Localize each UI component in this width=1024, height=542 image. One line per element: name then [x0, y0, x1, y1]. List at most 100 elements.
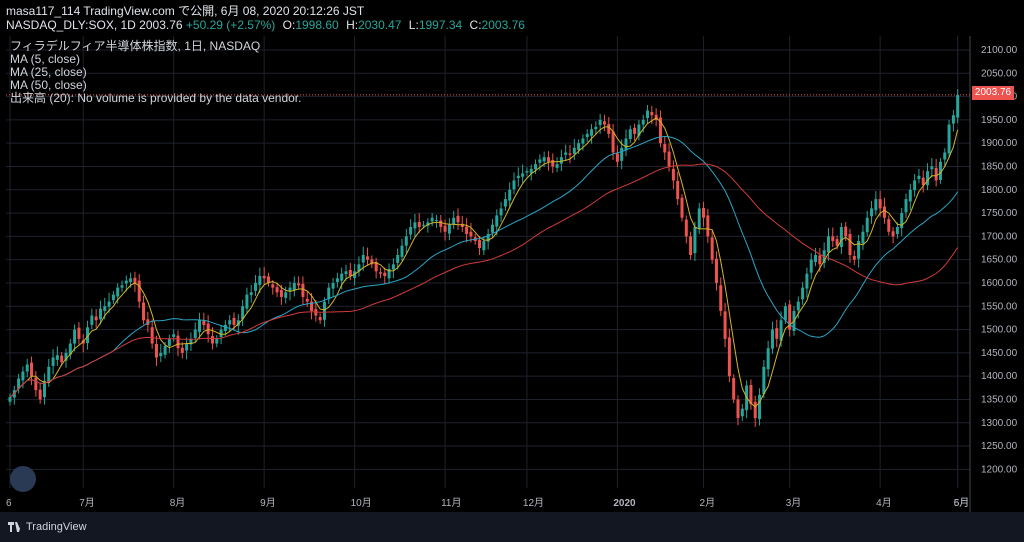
candle-body — [465, 226, 469, 235]
candle-body — [908, 189, 912, 202]
candle-body — [198, 320, 202, 332]
candle-body — [534, 164, 538, 170]
candle-body — [103, 306, 107, 311]
candle-body — [624, 138, 628, 151]
close-label: C: — [469, 18, 482, 32]
x-tick-label: 6月 — [954, 497, 970, 509]
candle-body — [650, 111, 654, 116]
candle-body — [848, 234, 852, 256]
candle-body — [732, 378, 736, 400]
y-tick-label: 1550.00 — [981, 301, 1018, 312]
chart-header: masa117_114 TradingView.com で公開, 6月 08, … — [0, 0, 1024, 36]
candle-body — [801, 287, 805, 300]
candle-body — [176, 335, 180, 349]
legend-title: フィラデルフィア半導体株指数, 1日, NASDAQ — [10, 39, 261, 53]
candle-body — [172, 334, 176, 338]
candle-body — [874, 199, 878, 211]
candle-body — [753, 401, 757, 419]
candle-body — [111, 294, 115, 301]
candle-body — [150, 327, 154, 344]
x-tick-label: 2020 — [613, 498, 636, 509]
candle-body — [374, 262, 378, 272]
candle-body — [585, 133, 589, 138]
candle-body — [245, 294, 249, 309]
candle-body — [189, 338, 193, 345]
candle-body — [577, 143, 581, 151]
candle-body — [796, 301, 800, 311]
candle-body — [42, 380, 46, 398]
candle-body — [279, 289, 283, 297]
candle-body — [258, 275, 262, 285]
legend-ma5[interactable]: MA (5, close) — [10, 52, 81, 66]
candle-body — [844, 226, 848, 237]
candle-body — [439, 220, 443, 228]
candle-body — [202, 320, 206, 325]
last-price-tag: 2003.76 — [972, 86, 1014, 100]
candle-body — [702, 207, 706, 218]
publish-info: masa117_114 TradingView.com で公開, 6月 08, … — [6, 4, 365, 18]
candle-body — [516, 175, 520, 179]
candle-body — [538, 159, 542, 163]
candle-body — [215, 338, 219, 344]
legend-ma25[interactable]: MA (25, close) — [10, 65, 87, 79]
candle-body — [163, 345, 167, 355]
x-tick-label: 3月 — [786, 497, 802, 509]
x-tick-label: 9月 — [260, 497, 276, 509]
candle-body — [94, 316, 98, 321]
candle-body — [120, 285, 124, 288]
candle-body — [766, 348, 770, 370]
y-tick-label: 1950.00 — [981, 115, 1018, 126]
x-tick-label: 2月 — [700, 497, 716, 509]
candle-body — [913, 180, 917, 191]
tradingview-icon — [8, 522, 22, 532]
high-value: 2030.47 — [358, 18, 402, 32]
legend-ma50[interactable]: MA (50, close) — [10, 78, 87, 92]
candle-body — [378, 272, 382, 274]
candle-body — [301, 283, 305, 297]
candle-body — [564, 152, 568, 155]
candle-body — [658, 117, 662, 144]
candle-body — [266, 276, 270, 283]
candle-body — [887, 219, 891, 232]
candle-body — [839, 227, 843, 248]
candle-body — [409, 227, 413, 235]
open-value: 1998.60 — [295, 18, 339, 32]
legend-volume[interactable]: 出来高 (20): No volume is provided by the d… — [10, 91, 302, 105]
candle-body — [404, 236, 408, 246]
symbol-ohlc: NASDAQ_DLY:SOX, 1D 2003.76 +50.29 (+2.57… — [6, 18, 525, 32]
y-tick-label: 1900.00 — [981, 138, 1018, 149]
candle-body — [727, 337, 731, 377]
y-tick-label: 1850.00 — [981, 161, 1018, 172]
price-chart[interactable]: 2100.002050.002000.001950.001900.001850.… — [0, 36, 1024, 512]
y-tick-label: 1750.00 — [981, 208, 1018, 219]
scroll-button[interactable] — [10, 466, 36, 492]
candle-body — [137, 280, 141, 302]
x-tick-label: 7月 — [79, 497, 95, 509]
candle-body — [512, 180, 516, 190]
candle-body — [417, 221, 421, 228]
low-value: 1997.34 — [418, 18, 463, 32]
candle-body — [917, 175, 921, 180]
y-tick-label: 1500.00 — [981, 325, 1018, 336]
candle-body — [284, 292, 288, 298]
candle-body — [637, 124, 641, 136]
candle-body — [142, 302, 146, 321]
candle-body — [861, 231, 865, 244]
candle-body — [602, 121, 606, 125]
candle-body — [335, 278, 339, 283]
candle-body — [693, 227, 697, 254]
candle-body — [930, 166, 934, 170]
candle-body — [47, 366, 51, 382]
candle-body — [818, 255, 822, 265]
candle-body — [559, 157, 563, 164]
candle-body — [676, 180, 680, 200]
candle-body — [77, 327, 81, 339]
candle-body — [878, 199, 882, 209]
candle-body — [951, 115, 955, 124]
candle-body — [831, 236, 835, 242]
candle-body — [921, 177, 925, 186]
candle-body — [581, 138, 585, 144]
candle-body — [926, 171, 930, 186]
ma50-line — [9, 163, 959, 398]
tradingview-logo[interactable]: TradingView — [8, 521, 87, 533]
